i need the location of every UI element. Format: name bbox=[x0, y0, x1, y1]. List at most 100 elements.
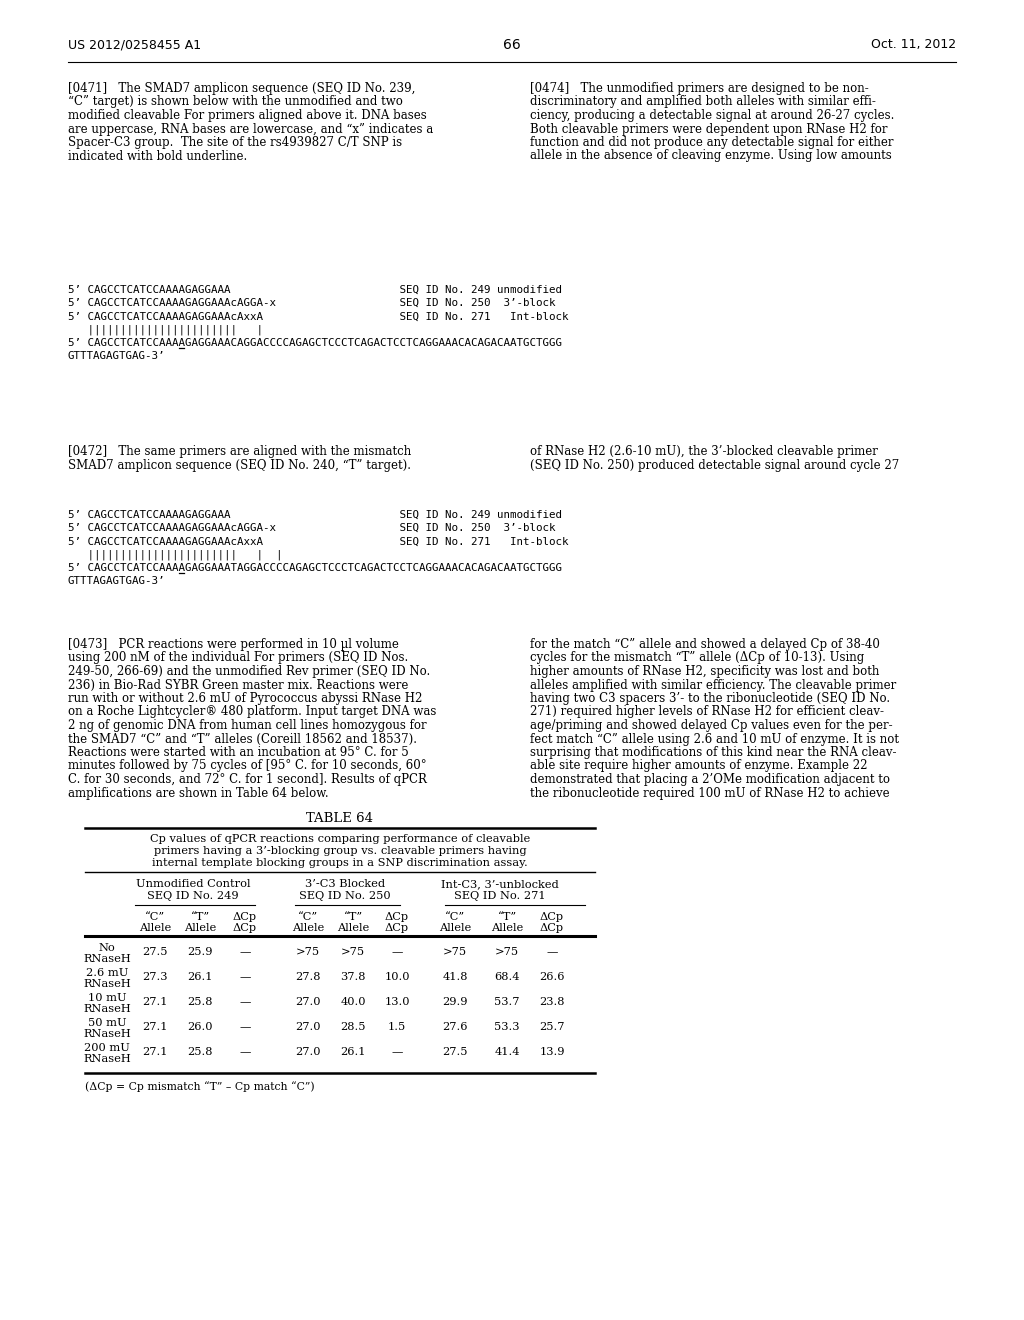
Text: 25.8: 25.8 bbox=[187, 997, 213, 1007]
Text: are uppercase, RNA bases are lowercase, and “x” indicates a: are uppercase, RNA bases are lowercase, … bbox=[68, 123, 433, 136]
Text: 27.0: 27.0 bbox=[295, 997, 321, 1007]
Text: [0473]   PCR reactions were performed in 10 µl volume: [0473] PCR reactions were performed in 1… bbox=[68, 638, 399, 651]
Text: No: No bbox=[98, 942, 116, 953]
Text: —: — bbox=[391, 946, 402, 957]
Text: 28.5: 28.5 bbox=[340, 1022, 366, 1032]
Text: 249-50, 266-69) and the unmodified Rev primer (SEQ ID No.: 249-50, 266-69) and the unmodified Rev p… bbox=[68, 665, 430, 678]
Text: 40.0: 40.0 bbox=[340, 997, 366, 1007]
Text: “T”: “T” bbox=[498, 912, 516, 921]
Text: RNaseH: RNaseH bbox=[83, 1030, 131, 1039]
Text: 29.9: 29.9 bbox=[442, 997, 468, 1007]
Text: Unmodified Control: Unmodified Control bbox=[136, 879, 250, 888]
Text: run with or without 2.6 mU of Pyrococcus abyssi RNase H2: run with or without 2.6 mU of Pyrococcus… bbox=[68, 692, 422, 705]
Text: Spacer-C3 group.  The site of the rs4939827 C/T SNP is: Spacer-C3 group. The site of the rs49398… bbox=[68, 136, 402, 149]
Text: 25.8: 25.8 bbox=[187, 1047, 213, 1057]
Text: 236) in Bio-Rad SYBR Green master mix. Reactions were: 236) in Bio-Rad SYBR Green master mix. R… bbox=[68, 678, 409, 692]
Text: Allele: Allele bbox=[184, 923, 216, 933]
Text: [0471]   The SMAD7 amplicon sequence (SEQ ID No. 239,: [0471] The SMAD7 amplicon sequence (SEQ … bbox=[68, 82, 416, 95]
Text: (ΔCp = Cp mismatch “T” – Cp match “C”): (ΔCp = Cp mismatch “T” – Cp match “C”) bbox=[85, 1081, 314, 1092]
Text: for the match “C” allele and showed a delayed Cp of 38-40: for the match “C” allele and showed a de… bbox=[530, 638, 880, 651]
Text: ΔCp: ΔCp bbox=[540, 923, 564, 933]
Text: ΔCp: ΔCp bbox=[385, 923, 409, 933]
Text: RNaseH: RNaseH bbox=[83, 979, 131, 989]
Text: |||||||||||||||||||||||   |: ||||||||||||||||||||||| | bbox=[68, 325, 263, 335]
Text: function and did not produce any detectable signal for either: function and did not produce any detecta… bbox=[530, 136, 894, 149]
Text: surprising that modifications of this kind near the RNA cleav-: surprising that modifications of this ki… bbox=[530, 746, 896, 759]
Text: 53.7: 53.7 bbox=[495, 997, 520, 1007]
Text: “T”: “T” bbox=[190, 912, 210, 921]
Text: RNaseH: RNaseH bbox=[83, 1053, 131, 1064]
Text: 68.4: 68.4 bbox=[495, 972, 520, 982]
Text: Cp values of qPCR reactions comparing performance of cleavable: Cp values of qPCR reactions comparing pe… bbox=[150, 834, 530, 843]
Text: 27.1: 27.1 bbox=[142, 997, 168, 1007]
Text: 23.8: 23.8 bbox=[540, 997, 565, 1007]
Text: on a Roche Lightcycler® 480 platform. Input target DNA was: on a Roche Lightcycler® 480 platform. In… bbox=[68, 705, 436, 718]
Text: —: — bbox=[240, 997, 251, 1007]
Text: 66: 66 bbox=[503, 38, 521, 51]
Text: cycles for the mismatch “T” allele (ΔCp of 10-13). Using: cycles for the mismatch “T” allele (ΔCp … bbox=[530, 652, 864, 664]
Text: Allele: Allele bbox=[337, 923, 369, 933]
Text: 5’ CAGCCTCATCCAAAAGAGGAAAcAxxA                     SEQ ID No. 271   Int-block: 5’ CAGCCTCATCCAAAAGAGGAAAcAxxA SEQ ID No… bbox=[68, 312, 568, 321]
Text: 2.6 mU: 2.6 mU bbox=[86, 968, 128, 978]
Text: >75: >75 bbox=[296, 946, 321, 957]
Text: 26.6: 26.6 bbox=[540, 972, 565, 982]
Text: 26.1: 26.1 bbox=[340, 1047, 366, 1057]
Text: RNaseH: RNaseH bbox=[83, 954, 131, 964]
Text: 27.1: 27.1 bbox=[142, 1022, 168, 1032]
Text: 13.0: 13.0 bbox=[384, 997, 410, 1007]
Text: [0474]   The unmodified primers are designed to be non-: [0474] The unmodified primers are design… bbox=[530, 82, 868, 95]
Text: ΔCp: ΔCp bbox=[540, 912, 564, 921]
Text: >75: >75 bbox=[495, 946, 519, 957]
Text: GTTTAGAGTGAG-3’: GTTTAGAGTGAG-3’ bbox=[68, 576, 166, 586]
Text: minutes followed by 75 cycles of [95° C. for 10 seconds, 60°: minutes followed by 75 cycles of [95° C.… bbox=[68, 759, 427, 772]
Text: 5’ CAGCCTCATCCAAAAGAGGAAAcAxxA                     SEQ ID No. 271   Int-block: 5’ CAGCCTCATCCAAAAGAGGAAAcAxxA SEQ ID No… bbox=[68, 536, 568, 546]
Text: indicated with bold underline.: indicated with bold underline. bbox=[68, 149, 247, 162]
Text: Both cleavable primers were dependent upon RNase H2 for: Both cleavable primers were dependent up… bbox=[530, 123, 888, 136]
Text: “C”: “C” bbox=[298, 912, 318, 921]
Text: using 200 nM of the individual For primers (SEQ ID Nos.: using 200 nM of the individual For prime… bbox=[68, 652, 409, 664]
Text: internal template blocking groups in a SNP discrimination assay.: internal template blocking groups in a S… bbox=[153, 858, 528, 869]
Text: “C”: “C” bbox=[445, 912, 465, 921]
Text: SEQ ID No. 249: SEQ ID No. 249 bbox=[147, 891, 239, 902]
Text: 5’ CAGCCTCATCCAAAAGAGGAAAcAGGA-x                   SEQ ID No. 250  3’-block: 5’ CAGCCTCATCCAAAAGAGGAAAcAGGA-x SEQ ID … bbox=[68, 298, 555, 308]
Text: primers having a 3’-blocking group vs. cleavable primers having: primers having a 3’-blocking group vs. c… bbox=[154, 846, 526, 855]
Text: 1.5: 1.5 bbox=[388, 1022, 407, 1032]
Text: 3’-C3 Blocked: 3’-C3 Blocked bbox=[305, 879, 385, 888]
Text: Allele: Allele bbox=[292, 923, 325, 933]
Text: Reactions were started with an incubation at 95° C. for 5: Reactions were started with an incubatio… bbox=[68, 746, 409, 759]
Text: 53.3: 53.3 bbox=[495, 1022, 520, 1032]
Text: 41.4: 41.4 bbox=[495, 1047, 520, 1057]
Text: discriminatory and amplified both alleles with similar effi-: discriminatory and amplified both allele… bbox=[530, 95, 876, 108]
Text: GTTTAGAGTGAG-3’: GTTTAGAGTGAG-3’ bbox=[68, 351, 166, 360]
Text: (SEQ ID No. 250) produced detectable signal around cycle 27: (SEQ ID No. 250) produced detectable sig… bbox=[530, 458, 899, 471]
Text: 27.8: 27.8 bbox=[295, 972, 321, 982]
Text: able site require higher amounts of enzyme. Example 22: able site require higher amounts of enzy… bbox=[530, 759, 867, 772]
Text: 5’ CAGCCTCATCCAAAAGAGGAAACAGGACCCCAGAGCTCCCTCAGACTCCTCAGGAAACACAGACAATGCTGGG: 5’ CAGCCTCATCCAAAAGAGGAAACAGGACCCCAGAGCT… bbox=[68, 338, 562, 347]
Text: higher amounts of RNase H2, specificity was lost and both: higher amounts of RNase H2, specificity … bbox=[530, 665, 880, 678]
Text: 27.6: 27.6 bbox=[442, 1022, 468, 1032]
Text: 5’ CAGCCTCATCCAAAAGAGGAAATAGGACCCCAGAGCTCCCTCAGACTCCTCAGGAAACACAGACAATGCTGGG: 5’ CAGCCTCATCCAAAAGAGGAAATAGGACCCCAGAGCT… bbox=[68, 562, 562, 573]
Text: 41.8: 41.8 bbox=[442, 972, 468, 982]
Text: ΔCp: ΔCp bbox=[385, 912, 409, 921]
Text: C. for 30 seconds, and 72° C. for 1 second]. Results of qPCR: C. for 30 seconds, and 72° C. for 1 seco… bbox=[68, 774, 427, 785]
Text: the SMAD7 “C” and “T” alleles (Coreill 18562 and 18537).: the SMAD7 “C” and “T” alleles (Coreill 1… bbox=[68, 733, 417, 746]
Text: 26.1: 26.1 bbox=[187, 972, 213, 982]
Text: 10 mU: 10 mU bbox=[88, 993, 126, 1003]
Text: SEQ ID No. 250: SEQ ID No. 250 bbox=[299, 891, 391, 902]
Text: 26.0: 26.0 bbox=[187, 1022, 213, 1032]
Text: of RNase H2 (2.6-10 mU), the 3’-blocked cleavable primer: of RNase H2 (2.6-10 mU), the 3’-blocked … bbox=[530, 445, 878, 458]
Text: SMAD7 amplicon sequence (SEQ ID No. 240, “T” target).: SMAD7 amplicon sequence (SEQ ID No. 240,… bbox=[68, 458, 411, 471]
Text: “C”: “C” bbox=[145, 912, 165, 921]
Text: 5’ CAGCCTCATCCAAAAGAGGAAA                          SEQ ID No. 249 unmodified: 5’ CAGCCTCATCCAAAAGAGGAAA SEQ ID No. 249… bbox=[68, 285, 562, 294]
Text: 25.7: 25.7 bbox=[540, 1022, 565, 1032]
Text: |||||||||||||||||||||||   |  |: ||||||||||||||||||||||| | | bbox=[68, 549, 283, 560]
Text: Allele: Allele bbox=[139, 923, 171, 933]
Text: Int-C3, 3’-unblocked: Int-C3, 3’-unblocked bbox=[441, 879, 559, 888]
Text: 10.0: 10.0 bbox=[384, 972, 410, 982]
Text: Oct. 11, 2012: Oct. 11, 2012 bbox=[870, 38, 956, 51]
Text: “T”: “T” bbox=[343, 912, 362, 921]
Text: —: — bbox=[391, 1047, 402, 1057]
Text: ΔCp: ΔCp bbox=[232, 912, 257, 921]
Text: —: — bbox=[240, 972, 251, 982]
Text: >75: >75 bbox=[341, 946, 366, 957]
